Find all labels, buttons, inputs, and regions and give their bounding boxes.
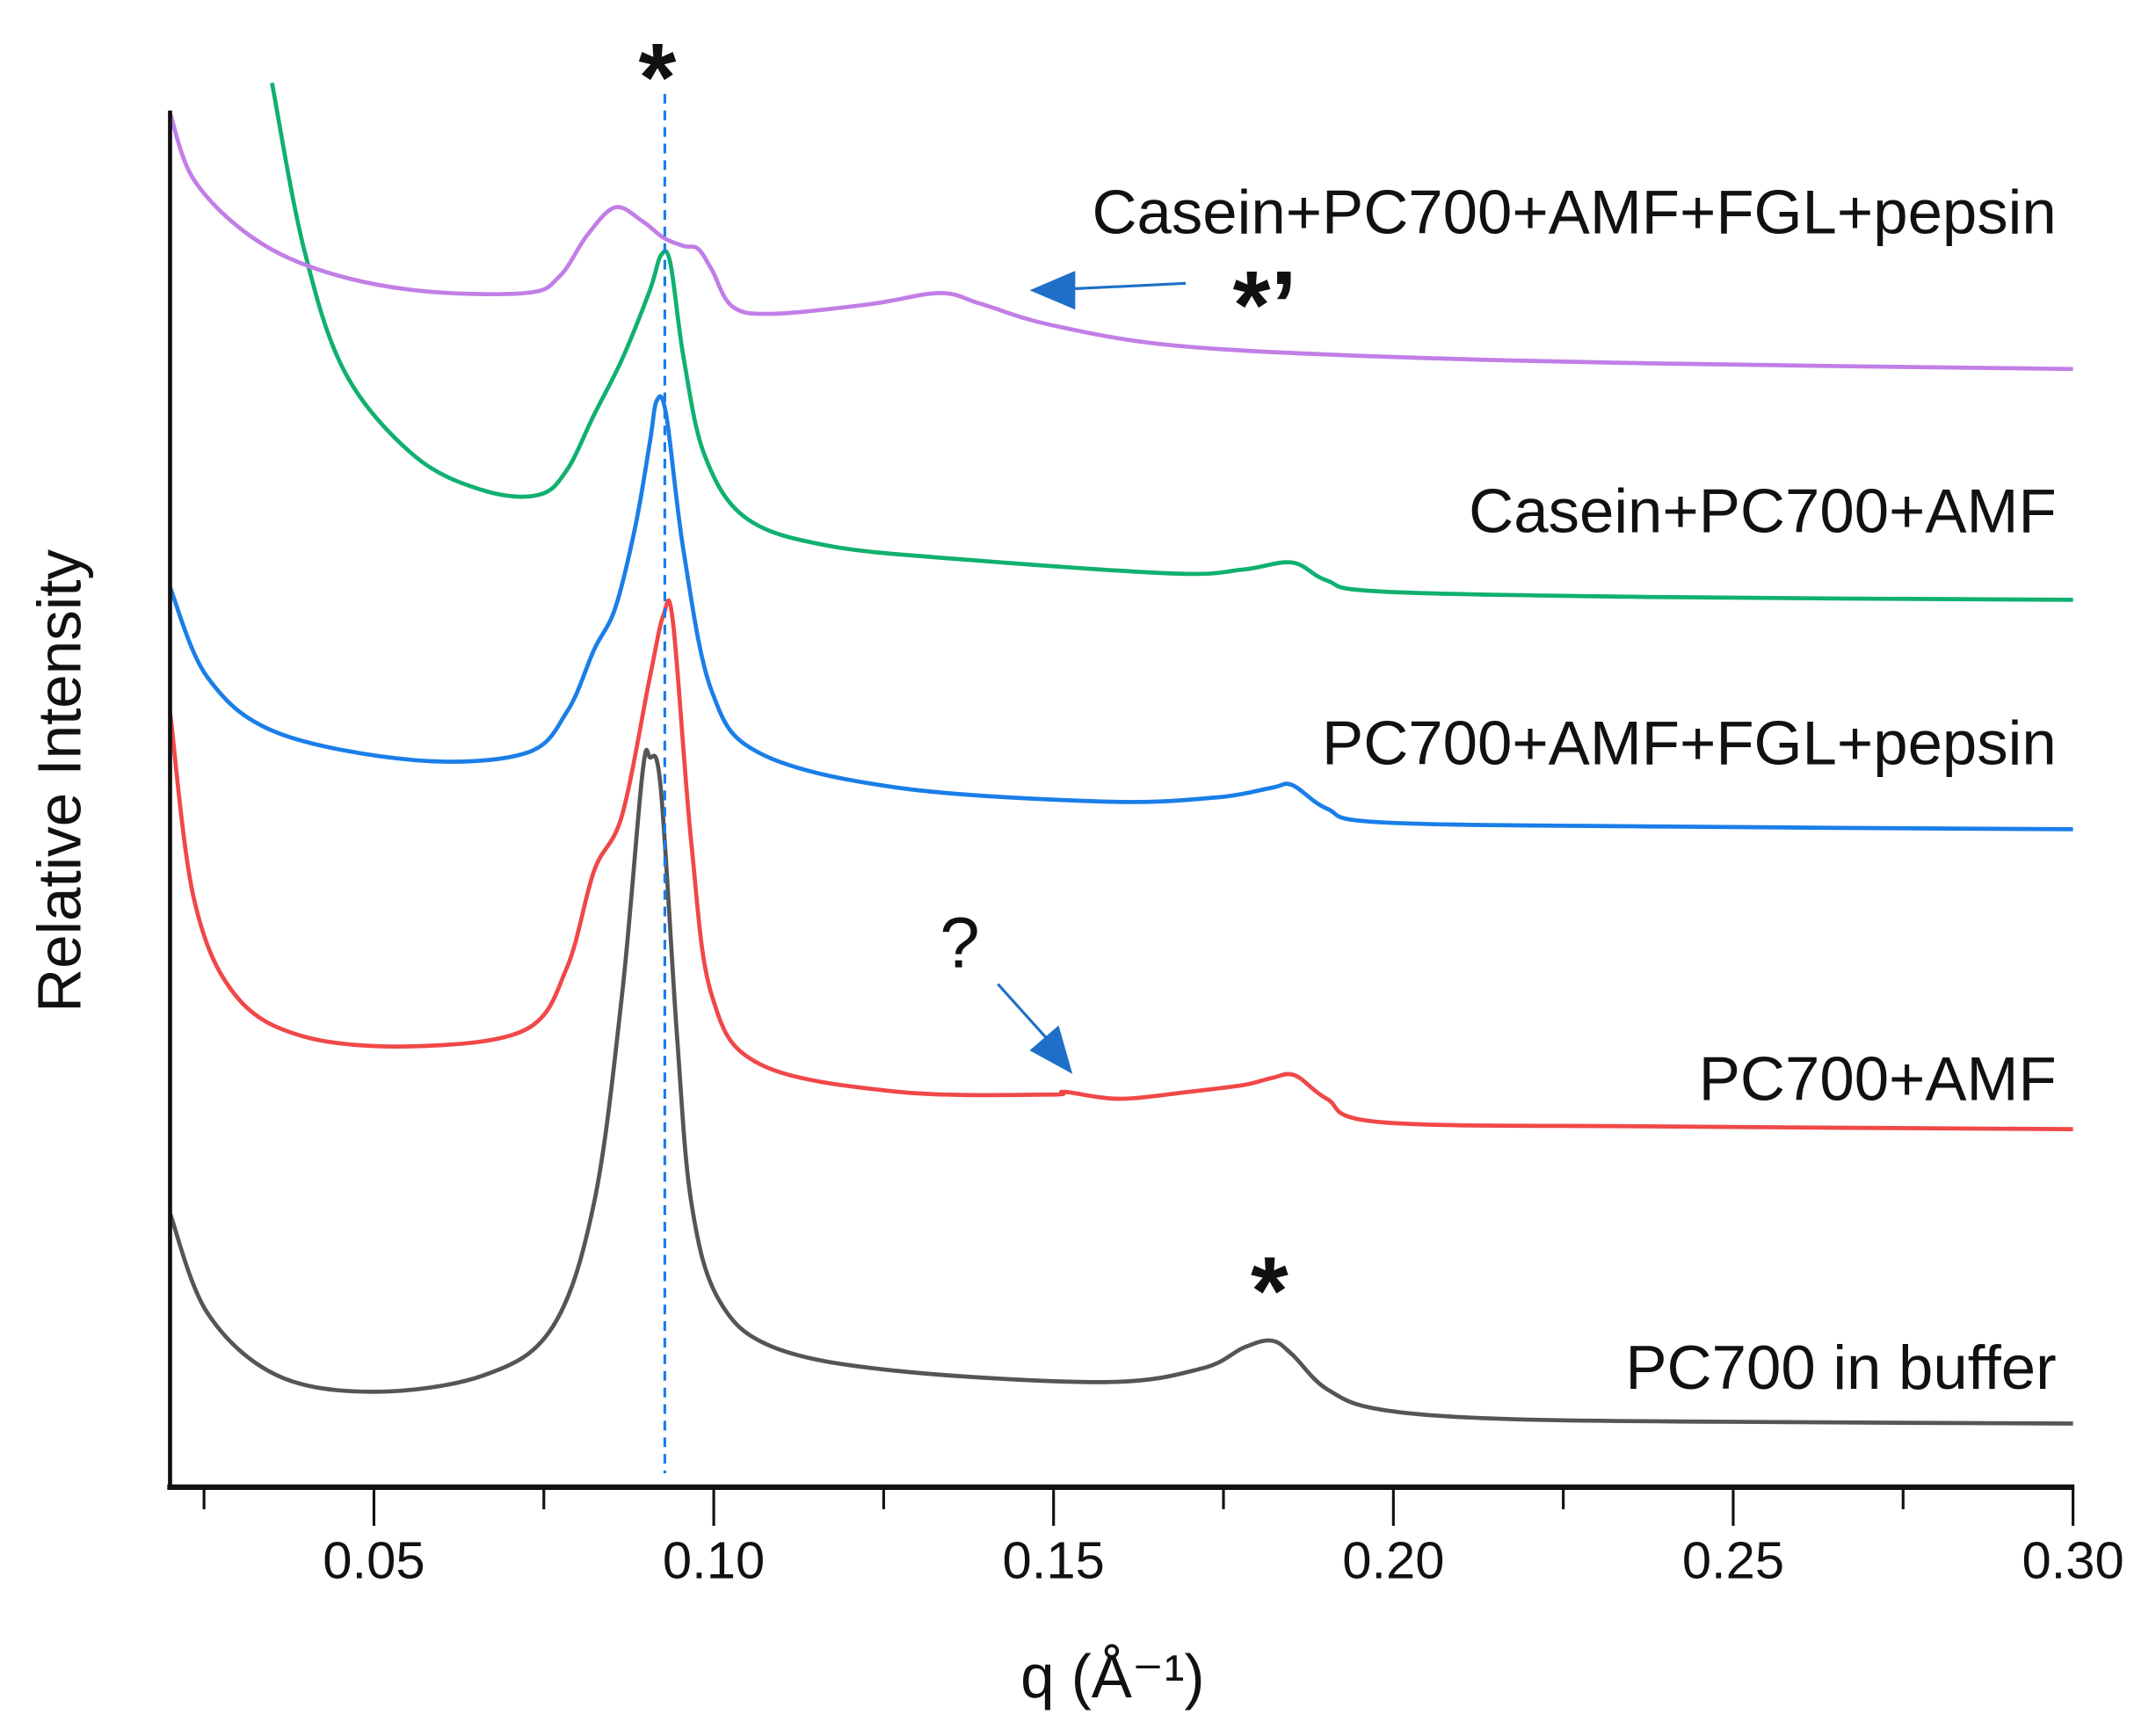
series-line-1 [168,598,2073,1131]
x-tick-label: 0.20 [1342,1531,1444,1590]
x-tick-label: 0.10 [663,1531,765,1590]
series-line-3 [270,82,2073,602]
asterisk-bottom-marker: * [1251,1237,1289,1345]
x-axis-title: q (Å⁻¹) [1020,1642,1204,1711]
label-pc700-in-buffer: PC700 in buffer [1625,1333,2056,1402]
label-pc700-amf-fgl-pepsin: PC700+AMF+FGL+pepsin [1322,708,2057,778]
question-marker: ? [940,904,979,984]
label-casein-pc700-amf: Casein+PC700+AMF [1469,476,2057,545]
asterisk-top-marker: * [638,24,676,132]
series-line-4 [168,113,2073,372]
y-axis-title: Relative Intensity [25,549,93,1013]
series-layer [168,82,2073,1426]
label-casein-pc700-amf-fgl-pepsin: Casein+PC700+AMF+FGL+pepsin [1092,178,2056,247]
x-ticks: 0.05 0.10 0.15 0.20 0.25 0.30 [202,1486,2124,1590]
series-line-0 [168,747,2073,1426]
x-tick-label: 0.25 [1682,1531,1784,1590]
label-pc700-amf: PC700+AMF [1699,1044,2057,1114]
x-tick-label: 0.30 [2022,1531,2123,1590]
x-tick-label: 0.15 [1003,1531,1105,1590]
arrow-question [997,983,1073,1074]
arrow-prime [1029,271,1187,310]
asterisk-prime-marker: *’ [1233,251,1297,360]
series-line-2 [168,394,2073,832]
x-tick-label: 0.05 [323,1531,425,1590]
